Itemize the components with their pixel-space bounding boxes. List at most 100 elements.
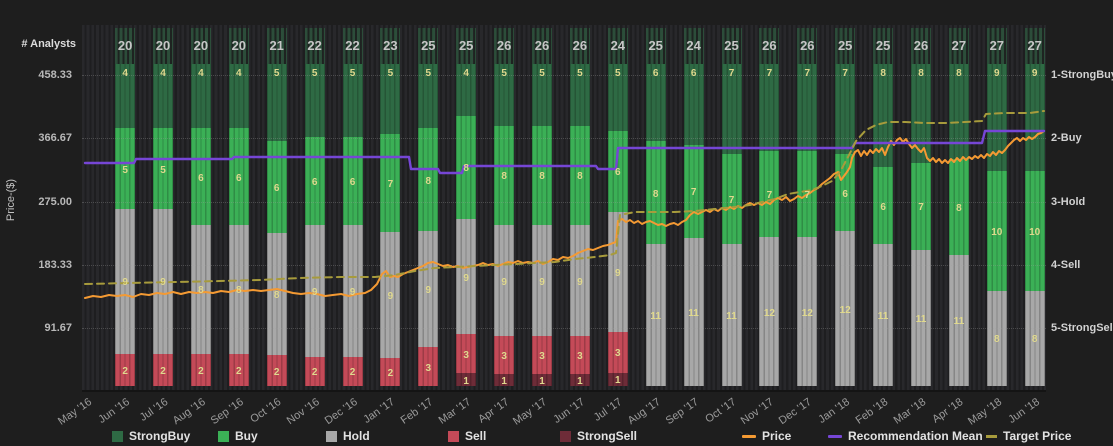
bar-segment-strongsell[interactable] <box>607 372 628 386</box>
legend-item-buy[interactable]: Buy <box>218 429 258 443</box>
segment-count-label: 8 <box>273 290 280 301</box>
bar-segment-sell[interactable] <box>115 353 136 386</box>
legend-item-hold[interactable]: Hold <box>326 429 370 443</box>
bar-segment-strongsell[interactable] <box>494 373 515 386</box>
x-axis-tick-label: Jul '17 <box>592 396 625 424</box>
segment-count-label: 2 <box>236 365 242 377</box>
segment-count-label: 5 <box>425 68 432 79</box>
recommendation-scale-label: 3-Hold <box>1051 195 1086 208</box>
segment-count-label: 12 <box>763 307 775 319</box>
legend-item-target-price[interactable]: Target Price <box>986 429 1071 443</box>
segment-count-label: 9 <box>425 285 432 297</box>
segment-count-label: 3 <box>615 348 621 360</box>
segment-count-label: 4 <box>236 68 242 79</box>
bar-segment-hold[interactable] <box>986 290 1007 386</box>
segment-count-label: 11 <box>726 311 737 323</box>
segment-count-label: 2 <box>387 368 394 379</box>
legend-label: Sell <box>465 429 487 443</box>
segment-count-label: 8 <box>501 171 507 183</box>
segment-count-label: 6 <box>236 172 242 184</box>
bar-segment-sell[interactable] <box>380 358 401 386</box>
legend-item-recommendation-mean[interactable]: Recommendation Mean <box>828 429 983 443</box>
bar-top-hatch <box>645 28 666 64</box>
recommendation-mean-swatch-icon <box>828 434 842 438</box>
bar-top-hatch <box>1024 28 1045 64</box>
bar-segment-strongbuy[interactable] <box>1024 64 1045 172</box>
segment-count-label: 6 <box>311 177 318 189</box>
analyst-count: 20 <box>155 38 171 53</box>
bar-top-hatch <box>607 28 628 64</box>
bar-top-hatch <box>228 28 249 64</box>
analyst-count: 26 <box>800 38 815 53</box>
bar-segment-sell[interactable] <box>190 353 211 386</box>
price-swatch-icon <box>742 434 756 438</box>
x-axis-tick-label: Sep '16 <box>208 396 246 428</box>
segment-count-label: 9 <box>387 291 394 302</box>
hold-swatch-icon <box>326 430 337 442</box>
legend-item-price[interactable]: Price <box>742 429 791 443</box>
y-axis-tick-label: 183.33 <box>38 258 72 271</box>
segment-count-label: 1 <box>577 375 583 387</box>
segment-count-label: 8 <box>539 171 545 183</box>
bar-top-hatch <box>569 28 590 64</box>
bar-top-hatch <box>759 28 780 64</box>
bar-segment-strongbuy[interactable] <box>456 64 477 116</box>
segment-count-label: 6 <box>652 68 659 79</box>
legend-item-sell[interactable]: Sell <box>448 429 486 443</box>
x-axis-tick-label: Dec '16 <box>322 396 360 428</box>
segment-count-label: 3 <box>539 351 545 363</box>
segment-count-label: 4 <box>463 68 469 79</box>
bar-top-hatch <box>266 28 287 64</box>
bar-segment-sell[interactable] <box>569 336 590 374</box>
analyst-count: 27 <box>1027 38 1042 53</box>
bar-segment-sell[interactable] <box>418 347 439 386</box>
segment-count-label: 9 <box>1031 68 1038 79</box>
chart-plot-area <box>82 25 1046 392</box>
segment-count-label: 9 <box>577 276 583 288</box>
legend-item-strongbuy[interactable]: StrongBuy <box>112 429 190 443</box>
segment-count-label: 12 <box>839 304 851 316</box>
x-axis-tick-label: Sep '17 <box>663 396 701 428</box>
bar-segment-strongbuy[interactable] <box>986 64 1007 172</box>
bar-segment-sell[interactable] <box>304 356 325 386</box>
bar-segment-sell[interactable] <box>266 355 287 386</box>
bar-top-hatch <box>721 28 742 64</box>
bar-top-hatch <box>115 28 136 64</box>
x-axis-tick-label: Oct '16 <box>248 396 284 426</box>
legend-item-strongsell[interactable]: StrongSell <box>560 429 637 443</box>
bar-segment-sell[interactable] <box>153 353 173 386</box>
bar-segment-strongsell[interactable] <box>532 373 552 386</box>
bar-segment-sell[interactable] <box>228 353 249 386</box>
segment-count-label: 6 <box>690 68 697 79</box>
bar-segment-sell[interactable] <box>342 356 363 386</box>
analyst-count: 20 <box>193 38 209 53</box>
analyst-count: 25 <box>837 38 853 53</box>
segment-count-label: 1 <box>615 375 621 387</box>
sell-swatch-icon <box>448 430 459 442</box>
analyst-count: 26 <box>762 38 777 53</box>
strongbuy-swatch-icon <box>112 430 123 442</box>
segment-count-label: 7 <box>842 68 848 79</box>
bar-segment-strongsell[interactable] <box>569 373 590 386</box>
x-axis-tick-label: May '18 <box>965 396 1004 428</box>
segment-count-label: 7 <box>766 68 773 79</box>
segment-count-label: 2 <box>349 367 356 379</box>
segment-count-label: 12 <box>801 307 813 319</box>
segment-count-label: 7 <box>728 195 735 207</box>
bar-segment-sell[interactable] <box>494 336 515 374</box>
legend-label: Buy <box>235 429 258 443</box>
bar-segment-strongbuy[interactable] <box>873 64 894 168</box>
bar-segment-sell[interactable] <box>532 336 552 374</box>
bar-segment-strongsell[interactable] <box>456 373 477 386</box>
bar-top-hatch <box>911 28 931 64</box>
bar-segment-sell[interactable] <box>607 332 628 373</box>
x-axis-tick-label: Nov '17 <box>739 396 777 428</box>
h-gridline <box>82 138 1046 140</box>
x-axis-tick-label: Aug '17 <box>625 396 663 428</box>
x-axis-tick-label: Oct '17 <box>703 396 739 426</box>
bar-segment-sell[interactable] <box>456 334 477 374</box>
bar-segment-hold[interactable] <box>1024 290 1045 386</box>
segment-count-label: 9 <box>160 277 166 289</box>
bar-top-hatch <box>380 28 401 64</box>
